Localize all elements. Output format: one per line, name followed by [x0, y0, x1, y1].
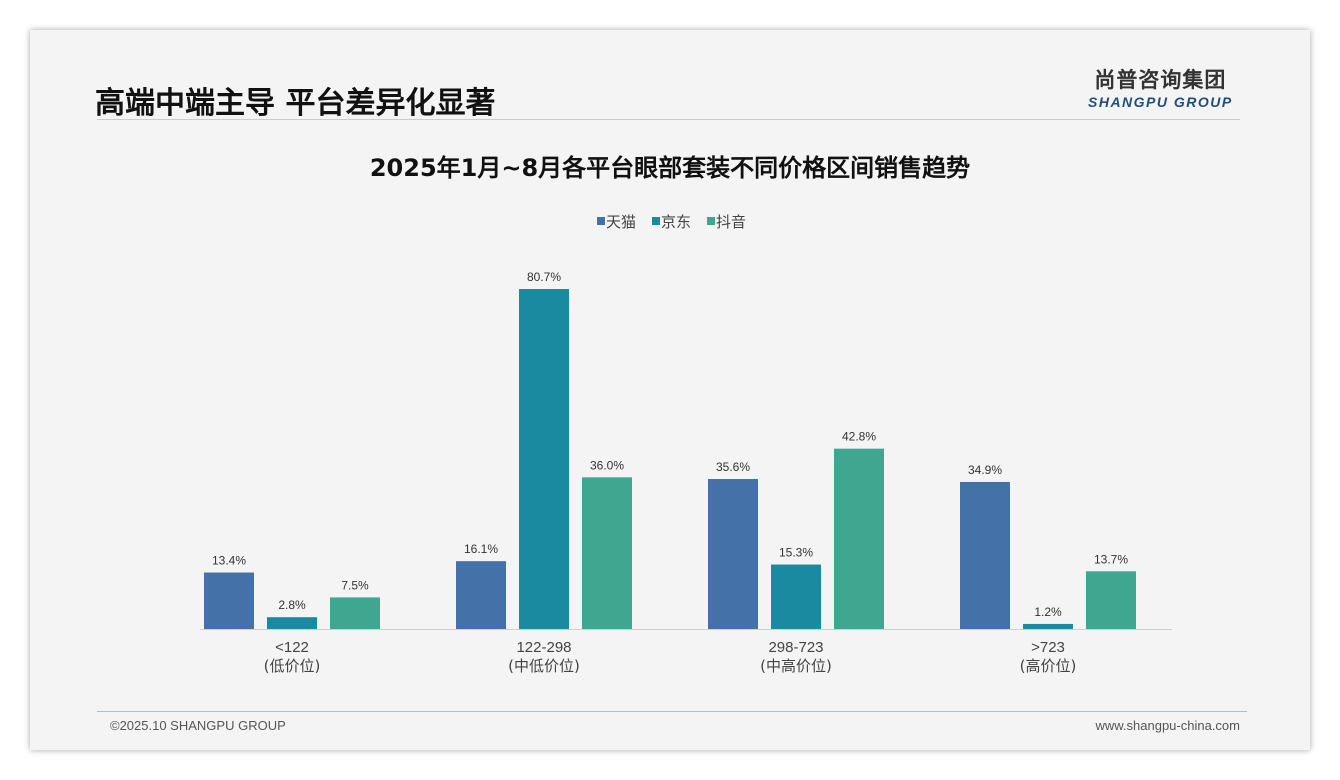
company-logo: 尚普咨询集团 SHANGPU GROUP — [1088, 64, 1233, 110]
bar — [771, 564, 821, 629]
page-title: 高端中端主导 平台差异化显著 — [95, 86, 496, 121]
legend-swatch — [707, 217, 715, 225]
data-label: 1.2% — [1034, 605, 1062, 619]
bar — [204, 572, 254, 629]
legend-label: 天猫 — [606, 213, 636, 231]
x-tick-label: <122 — [275, 639, 309, 656]
x-tick-label: >723 — [1031, 639, 1065, 656]
x-tick-label: 122-298 — [516, 639, 571, 656]
bar — [267, 617, 317, 629]
bar — [456, 561, 506, 629]
legend-label: 京东 — [661, 213, 691, 231]
data-label: 15.3% — [779, 546, 813, 560]
data-label: 35.6% — [716, 460, 750, 474]
header-divider — [97, 119, 1240, 120]
bar — [1086, 571, 1136, 629]
footer-copyright: ©2025.10 SHANGPU GROUP — [110, 718, 286, 733]
footer-website: www.shangpu-china.com — [1095, 718, 1240, 733]
footer-divider — [97, 711, 1247, 712]
x-tick-sublabel: (中高价位) — [760, 657, 832, 675]
bar — [960, 481, 1010, 629]
data-label: 13.4% — [212, 554, 246, 568]
x-tick-sublabel: (中低价位) — [508, 657, 580, 675]
bar — [582, 477, 632, 629]
data-label: 13.7% — [1094, 552, 1128, 566]
legend-swatch — [597, 217, 605, 225]
logo-en: SHANGPU GROUP — [1088, 94, 1233, 110]
bar — [708, 479, 758, 629]
data-label: 36.0% — [590, 458, 624, 472]
legend-label: 抖音 — [716, 213, 746, 231]
legend-swatch — [652, 217, 660, 225]
logo-cn: 尚普咨询集团 — [1094, 68, 1227, 92]
x-tick-sublabel: (低价位) — [264, 657, 321, 675]
data-label: 2.8% — [278, 598, 306, 612]
chart-title: 2025年1月~8月各平台眼部套装不同价格区间销售趋势 — [370, 154, 970, 182]
bar — [834, 448, 884, 629]
data-label: 16.1% — [464, 542, 498, 556]
x-tick-sublabel: (高价位) — [1020, 657, 1077, 675]
data-label: 34.9% — [968, 463, 1002, 477]
data-label: 80.7% — [527, 270, 561, 284]
x-tick-label: 298-723 — [768, 639, 823, 656]
bar — [1023, 623, 1073, 629]
data-label: 42.8% — [842, 430, 876, 444]
data-label: 7.5% — [341, 578, 369, 592]
bar — [330, 597, 380, 629]
bar — [519, 289, 569, 629]
